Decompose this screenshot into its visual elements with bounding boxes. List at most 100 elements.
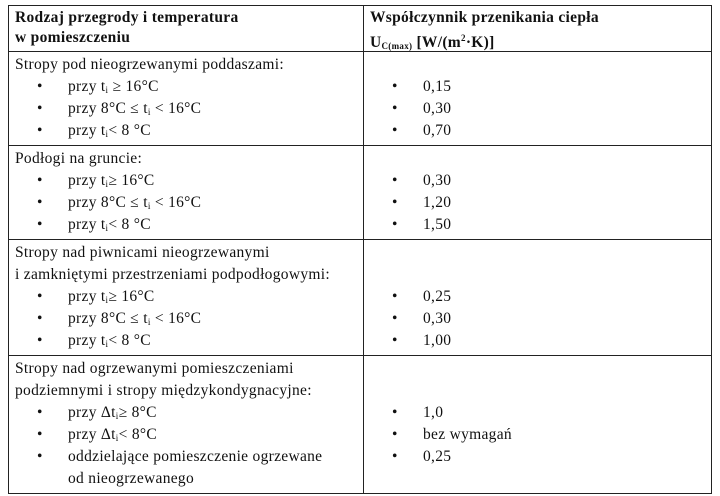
condition: • przy 8°C ≤ ti < 16°C (15, 98, 357, 120)
value-text: bez wymagań (423, 426, 512, 443)
text: przy 8°C ≤ t (68, 194, 148, 211)
value: • 0,30 (370, 98, 705, 120)
text: przy t (68, 288, 106, 305)
text: < 16°C (150, 194, 202, 211)
condition: • przy ti< 8 °C (15, 120, 357, 142)
bullet: • (37, 122, 43, 139)
value-text: 0,15 (423, 78, 452, 95)
unit-part: [W/(m (412, 34, 462, 51)
text: przy t (68, 332, 106, 349)
bullet: • (37, 448, 43, 465)
header-text: Współczynnik przenikania ciepła (370, 9, 599, 26)
value-text: 0,25 (423, 448, 452, 465)
category-cell: Podłogi na gruncie: • przy ti≥ 16°C • przy 8… (8, 145, 364, 240)
value-text: 1,00 (423, 332, 452, 349)
value-cell: • 1,0 • bez wymagań • 0,25 (363, 355, 712, 494)
bullet: • (392, 404, 398, 421)
bullet: • (392, 194, 398, 211)
text: ≥ 8°C (118, 404, 157, 421)
condition-text: przy Δti< 8°C (37, 426, 157, 443)
bullet: • (392, 448, 398, 465)
condition: • przy ti≥ 16°C (15, 286, 357, 308)
value-cell: • 0,30 • 1,20 • 1,50 (363, 145, 712, 240)
bullet: • (392, 216, 398, 233)
text: przy t (68, 78, 106, 95)
value: • 1,20 (370, 192, 705, 214)
subscript: i (105, 85, 109, 95)
value-cell: • 0,25 • 0,30 • 1,00 (363, 239, 712, 356)
value-text: 0,30 (423, 310, 452, 327)
text: < 8 °C (108, 216, 151, 233)
header-row: Rodzaj przegrody i temperatura w pomieszc… (8, 5, 712, 52)
condition-text: przy ti< 8 °C (37, 332, 151, 349)
text: przy Δt (68, 404, 116, 421)
subscript: i (105, 179, 109, 189)
bullet: • (37, 404, 43, 421)
value: • 1,00 (370, 330, 705, 352)
bullet: • (392, 426, 398, 443)
value: • 0,70 (370, 120, 705, 142)
subscript: i (105, 223, 109, 233)
category-cell: Stropy nad piwnicami nieogrzewanymi i zam… (8, 239, 364, 356)
bullet: • (392, 78, 398, 95)
condition: • przy ti< 8 °C (15, 214, 357, 236)
category-cell: Stropy pod nieogrzewanymi poddaszami: • pr… (8, 51, 364, 146)
condition-text: przy ti ≥ 16°C (37, 78, 159, 95)
table-row: Stropy nad piwnicami nieogrzewanymi i zam… (8, 239, 712, 356)
value: • 1,50 (370, 214, 705, 236)
value-text: 0,30 (423, 172, 452, 189)
header-cell: Rodzaj przegrody i temperatura w pomieszc… (8, 5, 364, 52)
condition: • przy Δti≥ 8°C (15, 402, 357, 424)
category-heading: Stropy pod nieogrzewanymi poddaszami: (15, 56, 284, 73)
text: przy 8°C ≤ t (68, 100, 148, 117)
category-heading: podziemnymi i stropy międzykondygnacyjne… (15, 382, 312, 399)
header-unit: UC(max) [W/(m2·K)] (370, 28, 705, 51)
text: przy t (68, 122, 106, 139)
category-heading: Stropy nad piwnicami nieogrzewanymi (15, 244, 270, 261)
bullet: • (392, 288, 398, 305)
header-cell: Współczynnik przenikania ciepła UC(max) [… (363, 5, 712, 52)
table: Rodzaj przegrody i temperatura w pomieszc… (8, 5, 712, 494)
spacer (370, 242, 705, 264)
value-text: 1,20 (423, 194, 452, 211)
bullet: • (37, 332, 43, 349)
value-text: 1,50 (423, 216, 452, 233)
subscript: i (105, 129, 109, 139)
bullet: • (37, 78, 43, 95)
bullet: • (392, 332, 398, 349)
condition-text: przy 8°C ≤ ti < 16°C (37, 194, 201, 211)
text: przy 8°C ≤ t (68, 310, 148, 327)
value: • 0,30 (370, 308, 705, 330)
condition-text: przy 8°C ≤ ti < 16°C (37, 100, 201, 117)
bullet: • (37, 100, 43, 117)
unit-part: C(max) (381, 41, 413, 51)
bullet: • (392, 172, 398, 189)
condition: • przy ti≥ 16°C (15, 170, 357, 192)
condition-text: od nieogrzewanego (68, 470, 195, 487)
text: ≥ 16°C (108, 288, 155, 305)
value: • 0,25 (370, 446, 705, 468)
bullet: • (37, 288, 43, 305)
bullet: • (37, 426, 43, 443)
bullet: • (37, 172, 43, 189)
table-row: Stropy nad ogrzewanymi pomieszczeniami po… (8, 355, 712, 494)
text: < 16°C (150, 100, 202, 117)
table-row: Podłogi na gruncie: • przy ti≥ 16°C • przy 8… (8, 145, 712, 240)
condition: • przy 8°C ≤ ti < 16°C (15, 192, 357, 214)
spacer (370, 380, 705, 402)
bullet: • (37, 216, 43, 233)
condition-text: przy ti≥ 16°C (37, 288, 155, 305)
category-cell: Stropy nad ogrzewanymi pomieszczeniami po… (8, 355, 364, 494)
value: • 1,0 (370, 402, 705, 424)
value-text: 0,70 (423, 122, 452, 139)
text: < 8 °C (108, 122, 151, 139)
header-text: w pomieszczeniu (15, 29, 131, 46)
subscript: i (147, 317, 151, 327)
value: • 0,30 (370, 170, 705, 192)
text: przy t (68, 216, 106, 233)
text: ≥ 16°C (108, 172, 155, 189)
condition: • przy ti< 8 °C (15, 330, 357, 352)
condition: • przy ti ≥ 16°C (15, 76, 357, 98)
unit-part: U (370, 34, 382, 51)
